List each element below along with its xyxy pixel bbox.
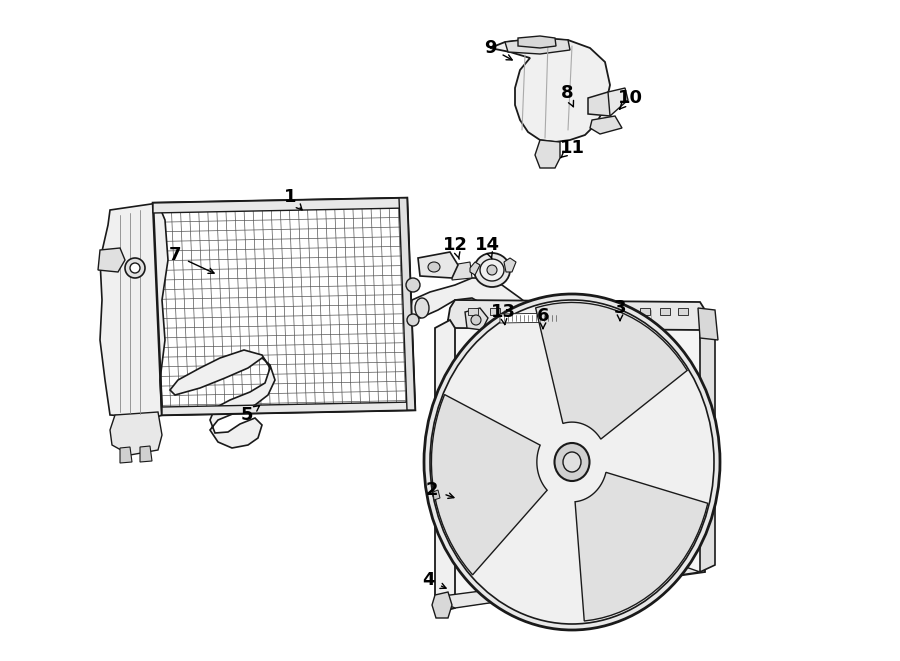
- Polygon shape: [470, 262, 480, 275]
- Polygon shape: [452, 262, 472, 280]
- Polygon shape: [448, 310, 705, 608]
- Polygon shape: [170, 350, 275, 448]
- Polygon shape: [660, 308, 670, 315]
- Ellipse shape: [487, 265, 497, 275]
- Ellipse shape: [474, 253, 510, 287]
- Polygon shape: [418, 252, 458, 278]
- Text: 14: 14: [474, 236, 500, 254]
- Ellipse shape: [471, 315, 481, 325]
- Text: 2: 2: [426, 481, 438, 499]
- Polygon shape: [435, 320, 455, 612]
- Text: 7: 7: [169, 246, 181, 264]
- Text: 4: 4: [422, 571, 434, 589]
- Polygon shape: [410, 278, 540, 335]
- Polygon shape: [608, 88, 628, 116]
- Polygon shape: [140, 446, 152, 462]
- Text: 5: 5: [241, 406, 253, 424]
- Ellipse shape: [415, 298, 429, 318]
- Polygon shape: [468, 308, 478, 315]
- Polygon shape: [620, 308, 630, 315]
- Polygon shape: [465, 308, 488, 330]
- Polygon shape: [640, 308, 650, 315]
- Text: 3: 3: [614, 299, 626, 317]
- Text: 11: 11: [560, 139, 584, 157]
- Ellipse shape: [424, 294, 720, 630]
- Polygon shape: [500, 313, 562, 323]
- Polygon shape: [575, 473, 707, 621]
- Polygon shape: [153, 198, 407, 213]
- Polygon shape: [518, 36, 556, 48]
- Polygon shape: [153, 198, 415, 415]
- Text: 13: 13: [491, 303, 516, 321]
- Polygon shape: [399, 198, 415, 410]
- Polygon shape: [110, 412, 162, 455]
- Polygon shape: [120, 447, 132, 463]
- Text: 8: 8: [561, 84, 573, 102]
- Ellipse shape: [428, 262, 440, 272]
- Polygon shape: [432, 478, 448, 498]
- Text: 9: 9: [484, 39, 496, 57]
- Polygon shape: [504, 258, 516, 272]
- Polygon shape: [588, 92, 618, 116]
- Polygon shape: [490, 38, 610, 142]
- Ellipse shape: [125, 258, 145, 278]
- Polygon shape: [490, 308, 500, 315]
- Polygon shape: [700, 310, 715, 572]
- Polygon shape: [432, 592, 452, 618]
- Polygon shape: [698, 308, 718, 340]
- Ellipse shape: [563, 452, 581, 472]
- Ellipse shape: [480, 259, 504, 281]
- Text: 1: 1: [284, 188, 296, 206]
- Ellipse shape: [554, 443, 590, 481]
- Ellipse shape: [407, 314, 419, 326]
- Polygon shape: [98, 248, 125, 272]
- Text: 10: 10: [617, 89, 643, 107]
- Polygon shape: [100, 203, 168, 418]
- Polygon shape: [448, 300, 710, 330]
- Ellipse shape: [130, 263, 140, 273]
- Text: 12: 12: [443, 236, 467, 254]
- Polygon shape: [433, 490, 440, 500]
- Text: 6: 6: [536, 307, 549, 325]
- Polygon shape: [590, 116, 622, 134]
- Polygon shape: [535, 140, 560, 168]
- Polygon shape: [505, 38, 570, 54]
- Polygon shape: [162, 402, 415, 415]
- Polygon shape: [435, 565, 700, 608]
- Polygon shape: [510, 308, 520, 315]
- Polygon shape: [431, 395, 547, 575]
- Polygon shape: [678, 308, 688, 315]
- Polygon shape: [530, 308, 540, 315]
- Ellipse shape: [430, 300, 714, 624]
- Polygon shape: [536, 302, 688, 439]
- Ellipse shape: [406, 278, 420, 292]
